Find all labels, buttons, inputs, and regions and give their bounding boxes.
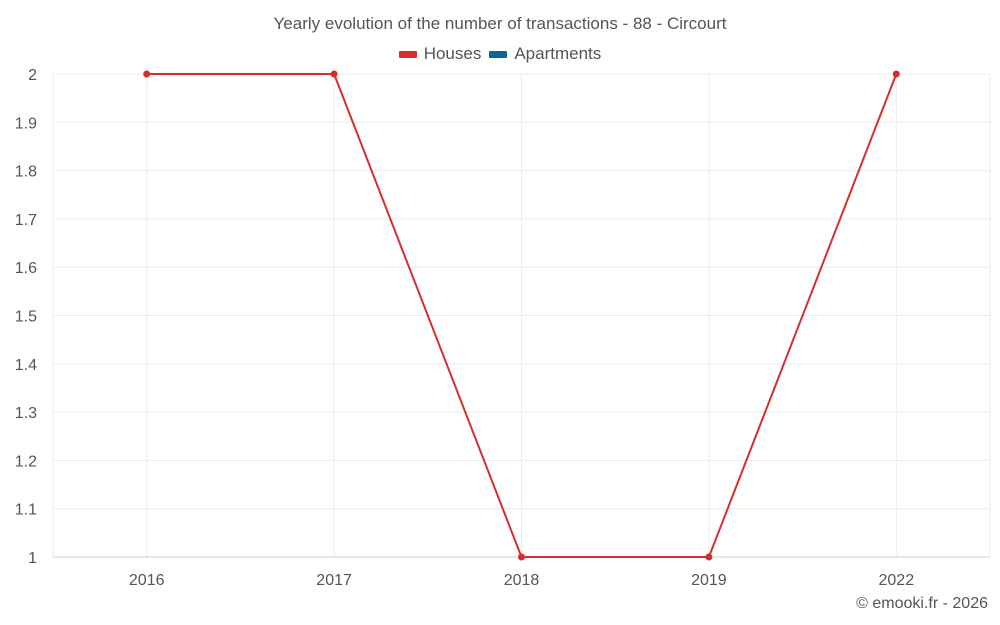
y-tick-label: 1.5 (15, 309, 37, 326)
y-tick-label: 1.3 (15, 405, 37, 422)
legend-swatch-apartments (489, 50, 508, 58)
data-point-houses (518, 553, 525, 561)
legend-label-apartments: Apartments (514, 44, 602, 63)
x-tick-label: 2016 (129, 572, 165, 589)
data-point-houses (705, 553, 713, 561)
chart-title: Yearly evolution of the number of transa… (273, 14, 727, 33)
y-tick-label: 1.2 (15, 453, 37, 470)
y-tick-label: 1.4 (15, 357, 37, 374)
data-point-houses (143, 70, 151, 78)
y-tick-label: 1.9 (15, 115, 37, 132)
y-tick-label: 1.8 (15, 164, 37, 181)
legend-label-houses: Houses (423, 44, 482, 63)
x-tick-label: 2019 (691, 572, 727, 589)
data-point-houses (892, 70, 900, 78)
legend-item-houses[interactable]: Houses (398, 44, 482, 64)
y-tick-label: 1.1 (15, 502, 37, 519)
legend-item-apartments[interactable]: Apartments (489, 44, 601, 64)
x-tick-label: 2022 (879, 572, 915, 589)
y-tick-label: 2 (28, 67, 37, 84)
data-point-houses (330, 70, 338, 78)
x-tick-label: 2017 (316, 572, 352, 589)
y-tick-label: 1.7 (15, 212, 37, 229)
y-tick-label: 1.6 (15, 260, 37, 277)
x-tick-label: 2018 (504, 572, 540, 589)
legend-swatch-houses (398, 50, 417, 58)
y-tick-label: 1 (28, 550, 37, 567)
chart-legend: Houses Apartments (0, 44, 1000, 64)
copyright-credit: © emooki.fr - 2026 (856, 595, 988, 612)
